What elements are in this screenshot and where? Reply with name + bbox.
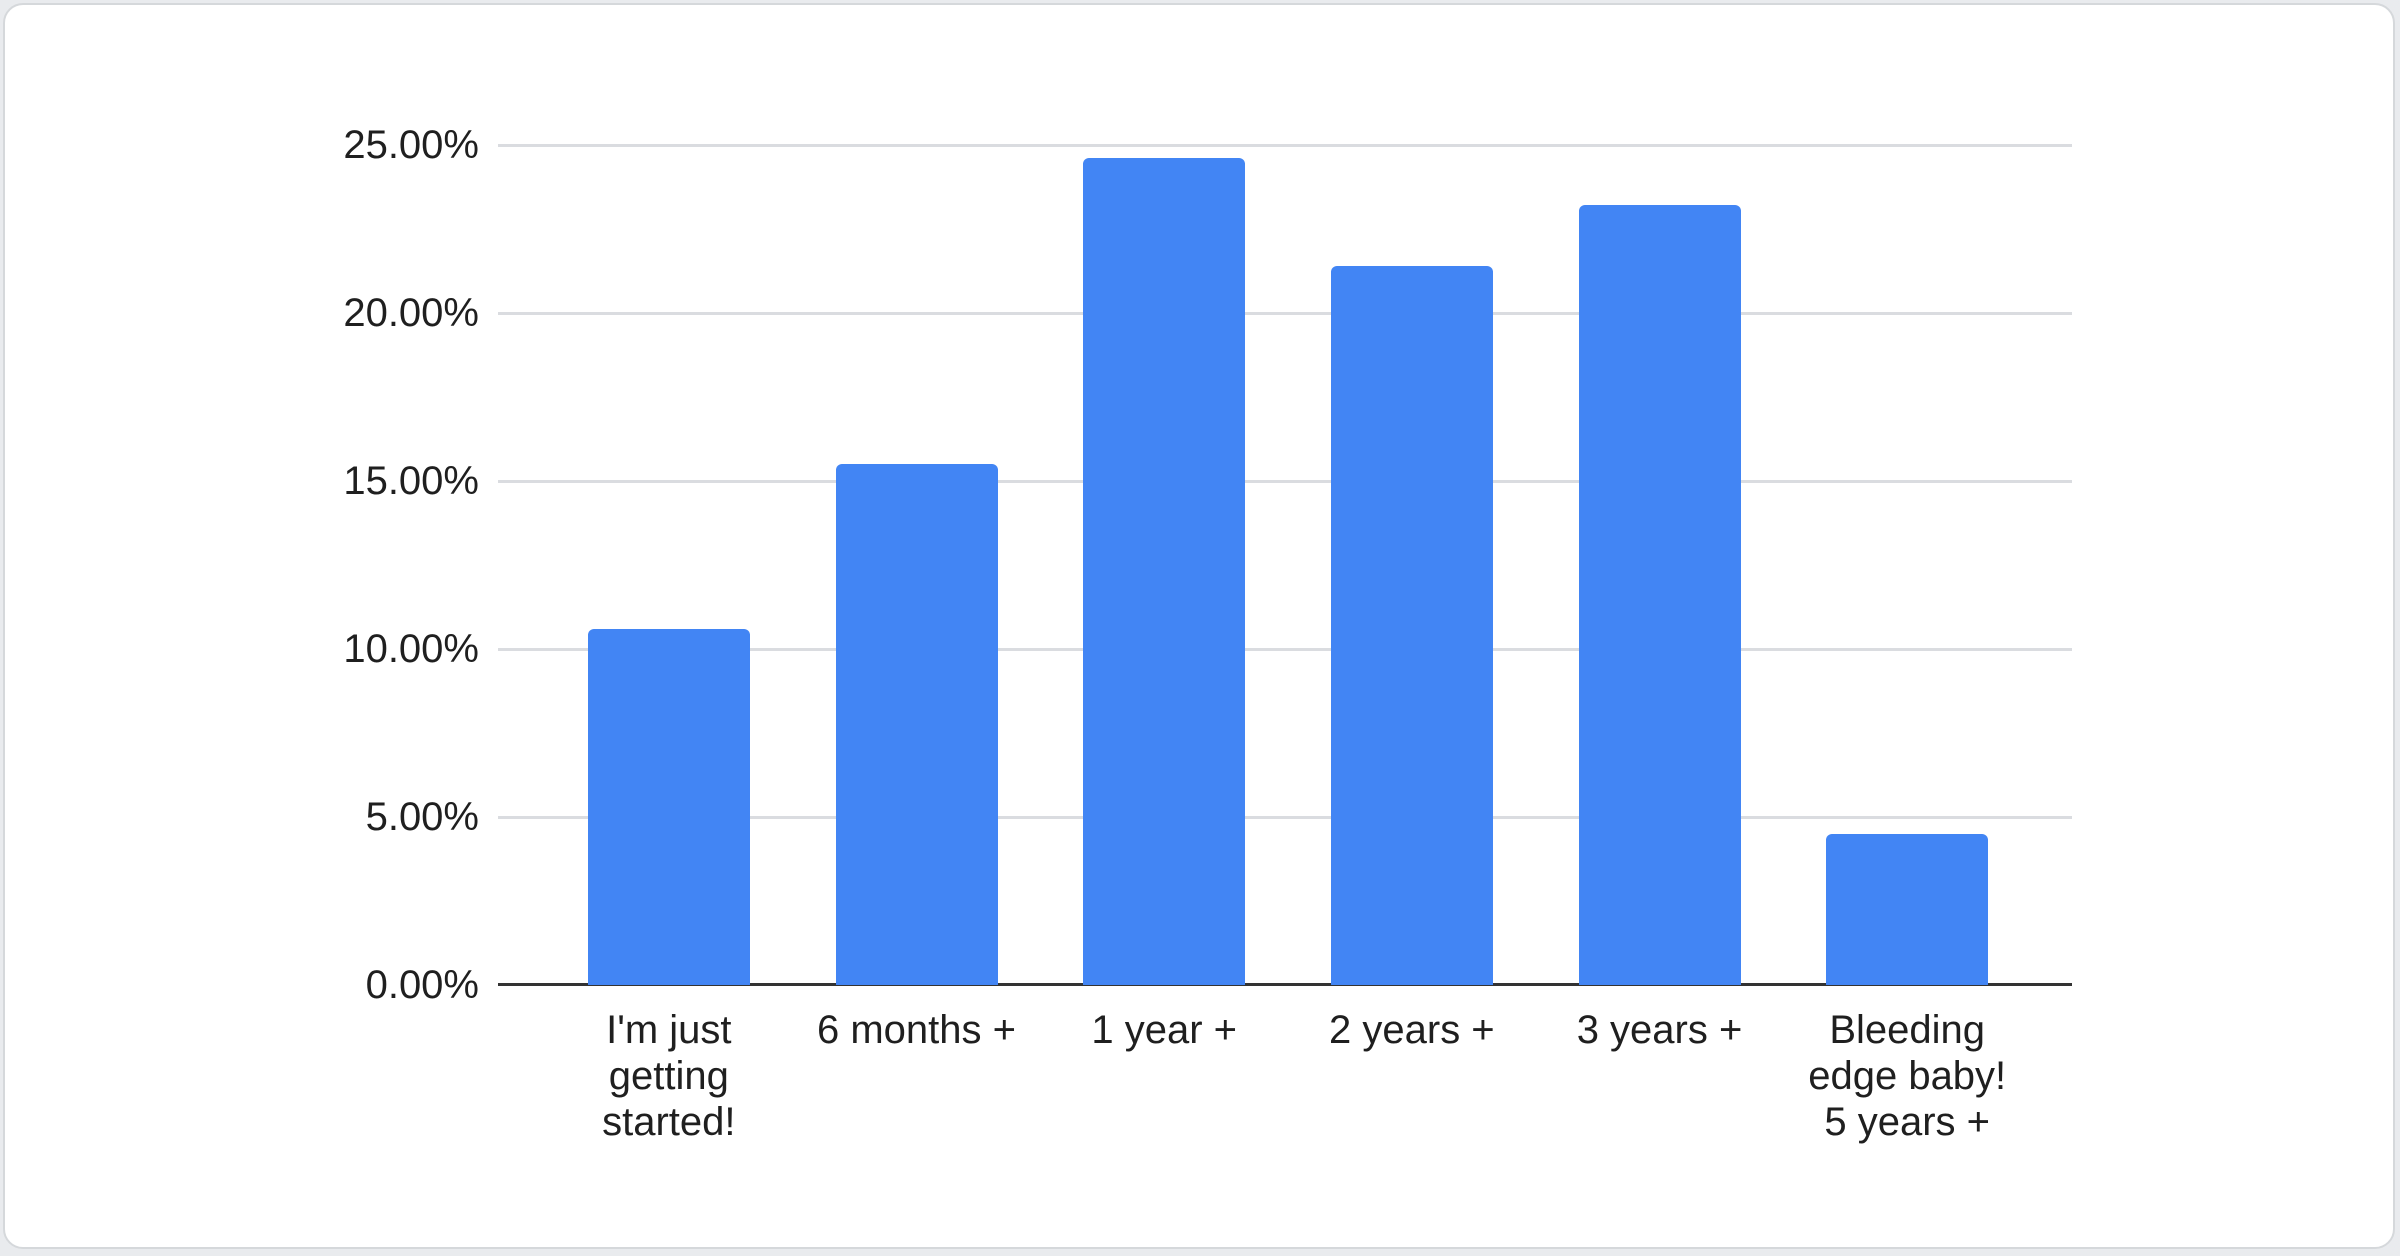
x-axis-category-label: 2 years + <box>1329 1008 1495 1052</box>
bar-cell <box>793 145 1041 985</box>
gridline <box>498 143 2072 147</box>
x-axis-category-label: 1 year + <box>1091 1008 1237 1052</box>
gridline <box>498 479 2072 483</box>
y-axis-tick-label: 10.00% <box>343 627 479 671</box>
chart-card: 0.00% 5.00% 10.00% 15.00% 20.00% 25.00% I'm j… <box>3 3 2395 1249</box>
bar-cell <box>1536 145 1784 985</box>
bar-chart: 0.00% 5.00% 10.00% 15.00% 20.00% 25.00% I'm j… <box>5 5 2393 1247</box>
y-axis-tick-label: 5.00% <box>365 795 479 839</box>
x-axis-category-label: 3 years + <box>1576 1008 1743 1052</box>
x-axis-labels: I'm just getting started! 6 months + 1 yea… <box>498 1007 2072 1145</box>
gridline <box>498 647 2072 651</box>
bar <box>1578 205 1741 985</box>
x-axis-category-label: 6 months + <box>817 1008 1017 1052</box>
gridline <box>498 311 2072 315</box>
bar <box>587 628 750 985</box>
bar-cell <box>1288 145 1536 985</box>
bar <box>1826 833 1989 985</box>
gridline <box>498 815 2072 819</box>
bar <box>1083 158 1246 985</box>
bar-cell <box>545 145 793 985</box>
bar-series <box>498 145 2072 985</box>
x-axis-line <box>498 983 2072 986</box>
bar <box>1330 265 1493 985</box>
y-axis-tick-label: 20.00% <box>343 291 479 335</box>
bar-cell <box>1040 145 1288 985</box>
y-axis-tick-label: 15.00% <box>343 459 479 503</box>
x-axis-category-label: Bleeding edge baby! 5 years + <box>1808 1008 2007 1144</box>
x-axis-category-label: I'm just getting started! <box>602 1008 736 1144</box>
y-axis-tick-label: 0.00% <box>365 963 479 1007</box>
bar-cell <box>1783 145 2031 985</box>
plot-area <box>498 143 2072 986</box>
bar <box>835 464 998 985</box>
y-axis-tick-label: 25.00% <box>343 123 479 167</box>
